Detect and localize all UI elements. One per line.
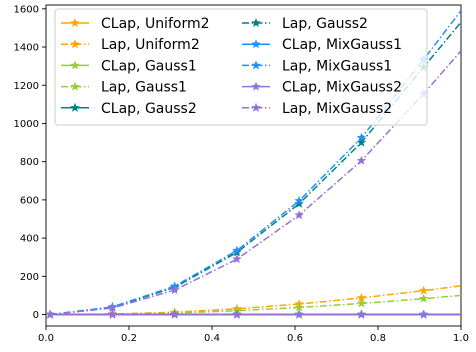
data-point: [232, 245, 242, 255]
data-point: [232, 254, 242, 264]
x-tick-label: 0.6: [287, 333, 303, 344]
legend: CLap, Uniform2 Lap, Uniform2 CLap, Gauss1 L…: [54, 8, 428, 126]
legend-item: Lap, Uniform2: [61, 37, 200, 53]
legend-label: CLap, Gauss2: [101, 101, 197, 117]
legend-label: Lap, Gauss1: [101, 80, 187, 96]
series-lap-mixgauss2: [46, 50, 461, 319]
data-point: [356, 309, 367, 319]
x-axis-ticks: 0.0 0.2 0.4 0.6 0.8 1.0: [38, 326, 469, 344]
legend-label: CLap, MixGauss1: [282, 37, 402, 53]
y-axis-ticks: 0 200 400 600 800 1000 1200 1400 1600: [14, 4, 46, 321]
legend-marker: [251, 39, 261, 49]
data-point: [356, 155, 367, 165]
legend-item: CLap, Gauss2: [61, 101, 197, 117]
data-point: [356, 132, 367, 142]
legend-item: Lap, Gauss1: [61, 80, 187, 96]
legend-label: Lap, MixGauss2: [282, 101, 392, 117]
y-tick-label: 600: [20, 195, 39, 206]
data-point: [418, 285, 429, 295]
data-point: [46, 309, 55, 319]
legend-item: Lap, MixGauss1: [242, 58, 392, 74]
legend-item: CLap, MixGauss2: [242, 80, 402, 96]
data-point: [107, 302, 118, 313]
data-point: [418, 293, 429, 303]
data-point: [356, 137, 367, 147]
legend-item: Lap, Gauss2: [242, 16, 368, 32]
x-tick-label: 0.4: [204, 333, 220, 344]
x-tick-label: 0.0: [38, 333, 54, 344]
legend-label: Lap, Gauss2: [282, 16, 368, 32]
y-tick-label: 200: [20, 272, 39, 283]
data-point: [294, 195, 304, 205]
x-tick-label: 1.0: [453, 333, 469, 344]
legend-label: CLap, MixGauss2: [282, 80, 402, 96]
legend-label: CLap, Uniform2: [101, 16, 210, 32]
legend-item: CLap, MixGauss1: [242, 37, 402, 53]
data-point: [294, 198, 304, 208]
legend-item: CLap, Uniform2: [61, 16, 210, 32]
legend-marker: [70, 17, 80, 28]
data-point: [107, 309, 118, 319]
data-point: [418, 309, 429, 319]
y-tick-label: 400: [20, 234, 39, 245]
y-tick-label: 800: [20, 157, 39, 168]
y-tick-label: 1400: [14, 43, 39, 54]
data-point: [169, 309, 180, 319]
axes-frame: [45, 4, 462, 327]
legend-box: [54, 8, 428, 126]
legend-marker: [251, 102, 261, 112]
legend-marker: [251, 17, 261, 28]
legend-label: Lap, Uniform2: [101, 37, 200, 53]
series-line: [50, 50, 461, 316]
legend-label: CLap, Gauss1: [101, 58, 197, 74]
data-point: [356, 298, 367, 308]
legend-marker: [251, 60, 261, 70]
data-point: [294, 302, 304, 312]
legend-marker: [70, 60, 80, 70]
x-tick-label: 0.2: [121, 333, 137, 344]
y-tick-label: 1600: [14, 4, 39, 15]
data-point: [294, 210, 304, 220]
legend-item: Lap, MixGauss2: [242, 101, 392, 117]
legend-label: Lap, MixGauss1: [282, 58, 392, 74]
legend-marker: [70, 81, 80, 91]
data-point: [169, 285, 180, 295]
data-point: [232, 309, 242, 319]
legend-marker: [70, 39, 80, 49]
y-tick-label: 1000: [14, 119, 39, 130]
axes-border: [45, 4, 462, 327]
data-point: [294, 309, 304, 319]
y-tick-label: 1200: [14, 81, 39, 92]
legend-item: CLap, Gauss1: [61, 58, 197, 74]
series-clap-mixgauss2: [46, 309, 461, 319]
legend-marker: [70, 102, 80, 112]
y-tick-label: 0: [33, 310, 39, 321]
legend-marker: [251, 81, 261, 91]
x-tick-label: 0.8: [370, 333, 386, 344]
